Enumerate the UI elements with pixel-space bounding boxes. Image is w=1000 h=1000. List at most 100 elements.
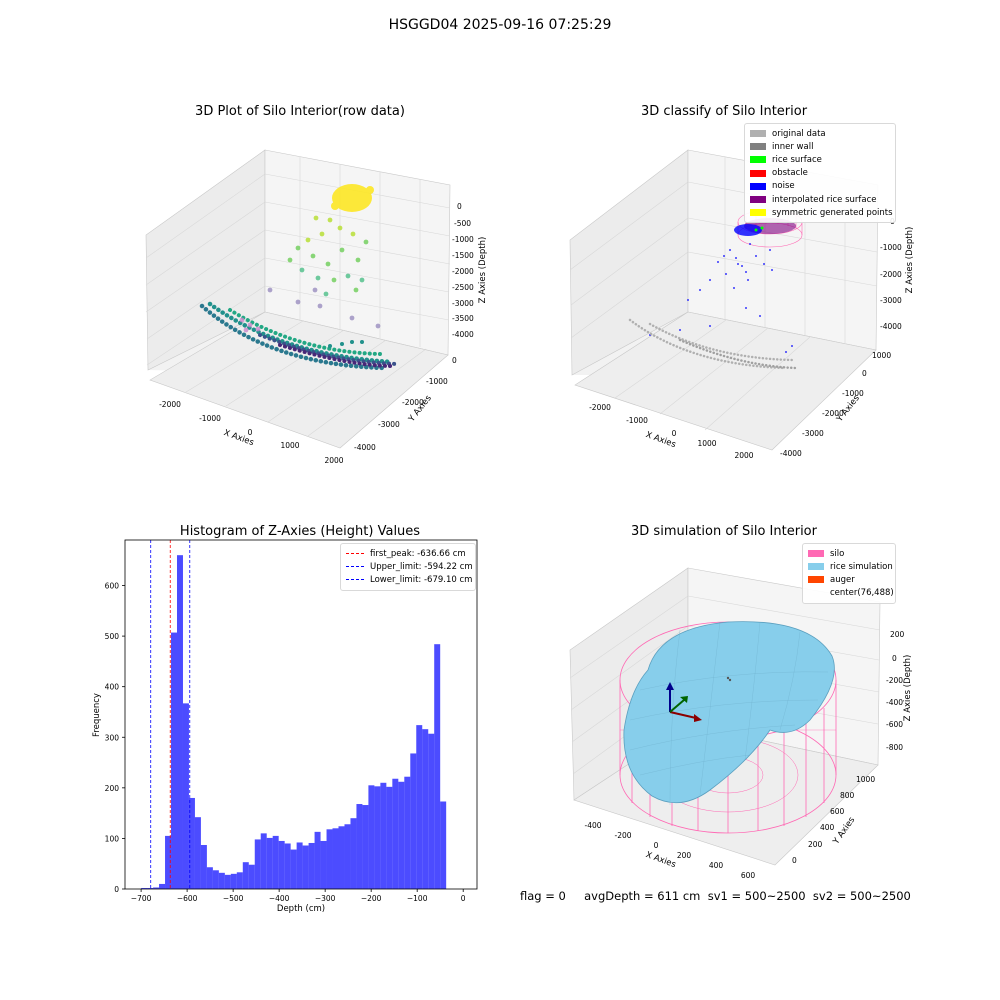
y-tick-label: 100 xyxy=(105,834,120,843)
histogram-bar xyxy=(326,829,333,889)
p4-xtick: -200 xyxy=(614,831,631,840)
legend-item: original data xyxy=(750,127,890,140)
histogram-bar xyxy=(236,872,243,889)
p4-ylabel: Y Axies xyxy=(831,815,858,847)
p4-ztick: -200 xyxy=(886,676,903,685)
p1-xtick: 0 xyxy=(248,428,253,437)
legend-item: Upper_limit: -594.22 cm xyxy=(346,560,473,573)
histogram-bar xyxy=(374,786,381,889)
legend-item: obstacle xyxy=(750,167,890,180)
p2-xtick: -1000 xyxy=(626,416,648,425)
legend-swatch xyxy=(750,182,766,190)
plot-frame xyxy=(124,539,478,890)
x-tick-label: −500 xyxy=(223,894,244,903)
p2-xtick: 2000 xyxy=(734,451,753,460)
p4-ztick: -600 xyxy=(886,720,903,729)
histogram-bar xyxy=(344,824,351,889)
p4-ytick: 800 xyxy=(840,791,855,800)
histogram-bar xyxy=(380,782,387,889)
histogram-bar xyxy=(392,778,399,889)
legend-line xyxy=(346,579,364,581)
panel3-title: Histogram of Z-Axies (Height) Values xyxy=(179,524,421,539)
p2-ytick: -4000 xyxy=(780,449,802,458)
y-tick-label: 200 xyxy=(105,784,120,793)
legend-item: Lower_limit: -679.10 cm xyxy=(346,573,472,586)
panel1-3d-scatter: -2000 -1000 0 1000 2000 0 -1000 -2000 -3… xyxy=(145,149,488,465)
legend-item: noise xyxy=(750,180,890,193)
histogram-bar xyxy=(296,842,303,889)
p2-xtick: -2000 xyxy=(589,403,611,412)
p3-ylabel: Frequency xyxy=(92,693,102,737)
x-tick-label: 0 xyxy=(461,894,466,903)
histogram-bar xyxy=(410,753,417,889)
x-tick-label: −300 xyxy=(315,894,336,903)
panel1-title: 3D Plot of Silo Interior(row data) xyxy=(195,104,405,119)
legend-swatch xyxy=(750,156,766,164)
p4-xtick: 200 xyxy=(677,851,692,860)
histogram-bar xyxy=(206,867,213,889)
histogram-bar xyxy=(260,833,267,889)
x-tick-label: −700 xyxy=(131,894,152,903)
p2-ytick: -3000 xyxy=(802,429,824,438)
p1-ztick: -1000 xyxy=(452,235,474,244)
histogram-bar xyxy=(368,785,375,889)
p2-ztick: -4000 xyxy=(880,322,902,331)
legend-line xyxy=(346,566,364,568)
histogram-bar xyxy=(242,862,249,889)
histogram-bar xyxy=(171,632,177,889)
histogram-bar xyxy=(230,873,237,889)
p2-ytick: 1000 xyxy=(872,351,891,360)
panel4-legend: silo rice simulation auger center(76,488… xyxy=(802,543,896,604)
p2-ytick: 0 xyxy=(862,369,867,378)
panel3-histogram: −700 −600 −500 −400 −300 −200 −100 0 0 100 200 300… xyxy=(92,539,478,914)
histogram-bar xyxy=(290,849,297,889)
histogram-bar xyxy=(159,883,166,889)
histogram-bar xyxy=(182,703,189,889)
p1-xtick: 1000 xyxy=(280,441,299,450)
legend-swatch xyxy=(750,130,766,138)
p4-xtick: 400 xyxy=(709,861,724,870)
histogram-bar xyxy=(284,843,291,889)
legend-line xyxy=(346,553,364,555)
histogram-bar xyxy=(218,872,225,889)
status-footer: flag = 0 avgDepth = 611 cm sv1 = 500~250… xyxy=(520,889,911,903)
p1-ytick: -4000 xyxy=(354,443,376,452)
p4-ytick: 400 xyxy=(820,823,835,832)
x-tick-label: −600 xyxy=(177,894,198,903)
p4-ytick: 200 xyxy=(808,840,823,849)
y-tick-label: 600 xyxy=(105,582,120,591)
histogram-bar xyxy=(422,729,429,889)
histogram-bar xyxy=(314,831,321,889)
p4-zlabel: Z Axies (Depth) xyxy=(903,655,913,722)
p4-ytick: 0 xyxy=(792,856,797,865)
histogram-bar xyxy=(434,644,441,889)
p1-ztick: -3000 xyxy=(452,299,474,308)
p4-ztick: -800 xyxy=(886,743,903,752)
legend-swatch xyxy=(808,590,824,597)
panel4-3d-surface: -400 -200 0 200 400 600 0 200 400 600 80… xyxy=(569,567,913,880)
panel3-legend: first_peak: -636.66 cm Upper_limit: -594… xyxy=(340,543,476,591)
histogram-bar xyxy=(404,776,411,889)
legend-item: center(76,488) xyxy=(808,587,894,600)
p2-ztick: -2000 xyxy=(880,270,902,279)
histogram-bar xyxy=(266,837,273,889)
histogram-bar xyxy=(200,844,207,889)
legend-swatch xyxy=(808,550,824,558)
x-tick-label: −400 xyxy=(269,894,290,903)
histogram-bar xyxy=(362,805,369,889)
p3-xlabel: Depth (cm) xyxy=(277,904,325,914)
p1-zlabel: Z Axies (Depth) xyxy=(478,237,488,304)
p1-ztick: 0 xyxy=(457,202,462,211)
p4-ztick: 200 xyxy=(890,630,905,639)
histogram-bar xyxy=(320,840,327,889)
p2-xtick: 0 xyxy=(672,429,677,438)
histogram-bar xyxy=(308,842,315,889)
p4-ztick: -400 xyxy=(886,698,903,707)
p1-ztick: -1500 xyxy=(452,251,474,260)
p2-ztick: -1000 xyxy=(880,243,902,252)
p4-xtick: 0 xyxy=(654,841,659,850)
histogram-bar xyxy=(188,797,195,889)
histogram-bar xyxy=(212,870,219,889)
histogram-bar xyxy=(350,818,357,889)
legend-item: symmetric generated points xyxy=(750,206,893,219)
